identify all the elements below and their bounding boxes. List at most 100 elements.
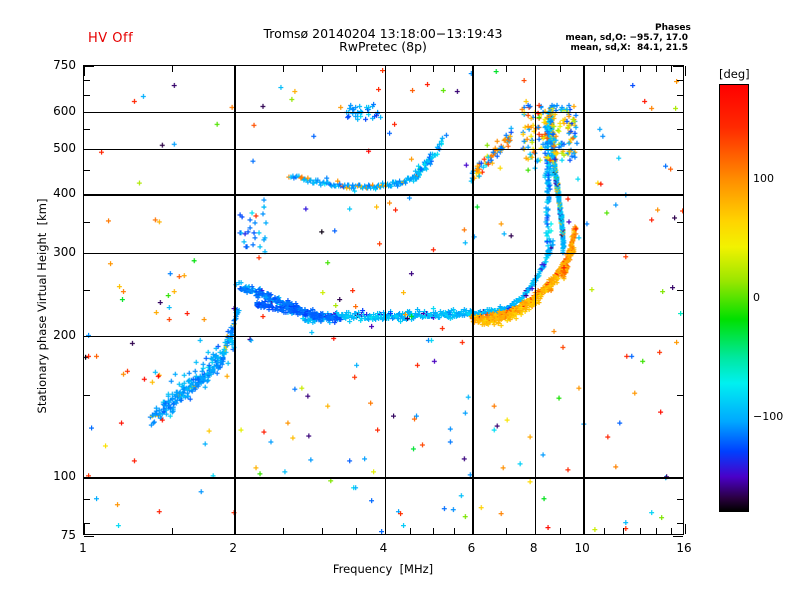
x-tick-label: 2 — [229, 541, 238, 555]
x-tick-major — [384, 524, 386, 534]
y-tick-minor — [677, 95, 683, 97]
x-tick-minor — [505, 66, 507, 72]
y-tick-minor — [84, 394, 90, 396]
x-tick-major — [534, 66, 536, 76]
y-tick-major — [84, 148, 94, 150]
x-tick-minor — [322, 66, 324, 72]
y-tick-label: 100 — [53, 469, 76, 484]
stats-heading: Phases — [655, 23, 691, 33]
page-title: Tromsø 20140204 13:18:00−13:19:43 — [263, 26, 503, 41]
x-tick-major — [472, 66, 474, 76]
x-tick-minor — [410, 528, 412, 534]
y-tick-major — [84, 194, 94, 196]
y-tick-major — [84, 253, 94, 255]
x-tick-minor — [560, 66, 562, 72]
hv-off-status: HV Off — [88, 31, 134, 46]
y-tick-minor — [677, 129, 683, 131]
x-tick-minor — [603, 66, 605, 72]
grid-line-horizontal — [84, 253, 683, 255]
y-tick-label: 400 — [53, 186, 76, 201]
x-axis-title: Frequency [MHz] — [332, 562, 434, 576]
y-axis-title: Stationary phase Virtual Height [km] — [35, 198, 49, 414]
y-tick-label: 300 — [53, 245, 76, 260]
x-tick-label: 4 — [379, 541, 388, 555]
x-tick-minor — [671, 66, 673, 72]
y-tick-minor — [84, 498, 90, 500]
x-tick-minor — [453, 66, 455, 72]
colorbar-tick-label: −100 — [753, 409, 784, 423]
x-tick-label: 6 — [467, 541, 476, 555]
y-tick-minor — [84, 221, 90, 223]
y-tick-major — [673, 194, 683, 196]
y-tick-major — [673, 335, 683, 337]
y-tick-minor — [84, 522, 90, 524]
y-tick-major — [673, 111, 683, 113]
grid-line-vertical — [384, 66, 386, 534]
y-tick-major — [673, 148, 683, 150]
x-tick-minor — [282, 528, 284, 534]
y-tick-minor — [84, 170, 90, 172]
x-tick-minor — [355, 66, 357, 72]
stats-x-mode: mean, sd,X: 84.1, 21.5 — [570, 43, 688, 53]
y-tick-minor — [677, 170, 683, 172]
x-tick-major — [685, 524, 687, 534]
y-tick-minor — [84, 95, 90, 97]
grid-line-vertical — [472, 66, 474, 534]
y-tick-minor — [677, 394, 683, 396]
y-tick-major — [84, 335, 94, 337]
colorbar-title: [deg] — [719, 67, 750, 81]
x-tick-major — [534, 524, 536, 534]
x-tick-label: 10 — [574, 541, 590, 555]
x-tick-major — [84, 66, 86, 76]
y-tick-major — [673, 66, 683, 68]
x-tick-major — [583, 66, 585, 76]
y-tick-minor — [84, 290, 90, 292]
colorbar-gradient — [720, 85, 748, 511]
y-tick-label: 750 — [53, 58, 76, 72]
y-tick-minor — [677, 290, 683, 292]
y-tick-minor — [677, 221, 683, 223]
grid-line-vertical — [583, 66, 585, 534]
x-tick-minor — [453, 528, 455, 534]
y-tick-minor — [677, 498, 683, 500]
x-tick-major — [685, 66, 687, 76]
y-tick-label: 500 — [53, 140, 76, 155]
x-tick-minor — [656, 528, 658, 534]
grid-line-horizontal — [84, 477, 683, 479]
grid-line-horizontal — [84, 148, 683, 151]
x-tick-minor — [282, 66, 284, 72]
x-tick-minor — [355, 528, 357, 534]
y-tick-label: 600 — [53, 103, 76, 118]
grid-line-horizontal — [84, 335, 683, 338]
page-subtitle: RwPretec (8p) — [339, 39, 427, 54]
y-tick-major — [84, 536, 94, 538]
y-tick-major — [673, 477, 683, 479]
x-tick-minor — [622, 528, 624, 534]
x-tick-minor — [603, 528, 605, 534]
x-tick-minor — [171, 528, 174, 534]
x-tick-major — [384, 66, 386, 76]
x-tick-minor — [671, 528, 673, 534]
grid-line-horizontal — [84, 194, 683, 196]
x-tick-minor — [639, 66, 642, 72]
x-tick-label: 1 — [79, 541, 87, 555]
x-tick-minor — [622, 66, 624, 72]
x-tick-minor — [432, 66, 435, 72]
colorbar-tick-label: 100 — [753, 172, 774, 186]
y-tick-minor — [84, 80, 90, 82]
x-tick-major — [234, 66, 236, 76]
y-tick-major — [84, 66, 94, 68]
plot-area — [83, 65, 687, 538]
y-tick-major — [673, 536, 683, 538]
stats-o-mode: mean, sd,O: −95.7, 17.0 — [565, 33, 688, 43]
x-tick-minor — [505, 528, 507, 534]
x-tick-minor — [560, 528, 562, 534]
x-tick-major — [583, 524, 585, 534]
x-tick-major — [234, 524, 236, 534]
x-tick-minor — [322, 528, 324, 534]
colorbar — [719, 84, 749, 512]
y-tick-minor — [84, 129, 90, 131]
y-tick-minor — [677, 80, 683, 82]
colorbar-tick-label: 0 — [753, 291, 760, 304]
grid-line-horizontal — [84, 111, 683, 113]
